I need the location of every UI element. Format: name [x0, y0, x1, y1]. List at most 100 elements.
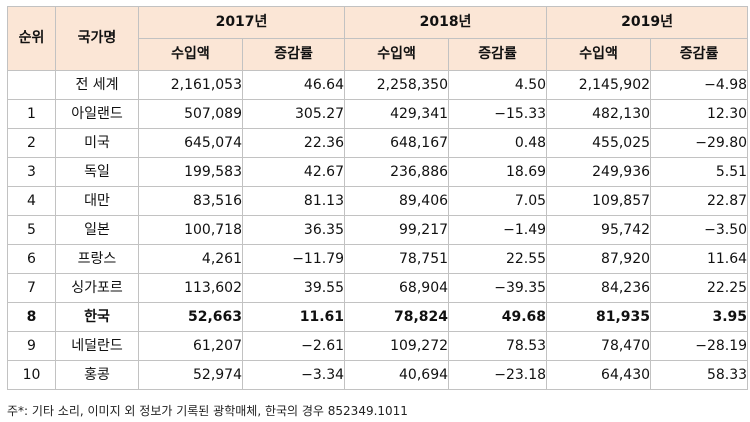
growth-2018-cell: 4.50 — [448, 70, 548, 100]
rank-cell: 5 — [7, 215, 56, 245]
footnote: 주*: 기타 소리, 이미지 외 정보가 기록된 광학매체, 한국의 경우 85… — [7, 404, 408, 418]
amount-2018-cell: 78,824 — [344, 302, 450, 332]
amount-2018-cell: 40,694 — [344, 360, 450, 390]
amount-2017-cell: 645,074 — [138, 128, 243, 158]
amount-2019-cell: 64,430 — [546, 360, 652, 390]
table-row: 1 아일랜드 507,089 305.27 429,341 −15.33 482,130 12… — [7, 99, 749, 129]
rank-cell — [7, 70, 56, 100]
table-row: 4 대만 83,516 81.13 89,406 7.05 109,857 22.87 — [7, 186, 749, 216]
amount-2019-cell: 84,236 — [546, 273, 652, 303]
table-row: 3 독일 199,583 42.67 236,886 18.69 249,936 5.51 — [7, 157, 749, 187]
amount-2017-cell: 52,974 — [138, 360, 243, 390]
amount-2019-cell: 87,920 — [546, 244, 652, 274]
growth-2017-cell: −11.79 — [241, 244, 346, 274]
growth-2018-cell: 18.69 — [448, 157, 548, 187]
table-row: 7 싱가포르 113,602 39.55 68,904 −39.35 84,236 22.25 — [7, 273, 749, 303]
country-cell: 일본 — [55, 215, 139, 245]
country-cell: 한국 — [55, 302, 139, 332]
table-body: 전 세계 2,161,053 46.64 2,258,350 4.50 2,145,902… — [7, 70, 749, 390]
amount-2018-cell: 2,258,350 — [344, 70, 450, 100]
growth-2018-cell: −15.33 — [448, 99, 548, 129]
country-cell: 프랑스 — [55, 244, 139, 274]
amount-2019-cell: 249,936 — [546, 157, 652, 187]
growth-2019-cell: 12.30 — [650, 99, 749, 129]
amount-2018-cell: 236,886 — [344, 157, 450, 187]
header-row-metrics: 수입액 증감률 수입액 증감률 수입액 증감률 — [8, 38, 749, 71]
growth-2019-cell: −29.80 — [650, 128, 749, 158]
country-cell: 전 세계 — [55, 70, 139, 100]
table-row: 9 네덜란드 61,207 −2.61 109,272 78.53 78,470 −28.19 — [7, 331, 749, 361]
year-header-2018: 2018년 — [344, 6, 548, 39]
growth-2017-cell: 22.36 — [241, 128, 346, 158]
table-row: 5 일본 100,718 36.35 99,217 −1.49 95,742 −3.50 — [7, 215, 749, 245]
rank-header: 순위 — [7, 6, 56, 71]
amount-2017-cell: 100,718 — [138, 215, 243, 245]
growth-2017-cell: 11.61 — [241, 302, 346, 332]
amount-2019-cell: 482,130 — [546, 99, 652, 129]
growth-2019-cell: 58.33 — [650, 360, 749, 390]
growth-2017-cell: 39.55 — [241, 273, 346, 303]
amount-2019-cell: 95,742 — [546, 215, 652, 245]
growth-2018-cell: 22.55 — [448, 244, 548, 274]
rank-cell: 8 — [7, 302, 56, 332]
amount-2017-cell: 83,516 — [138, 186, 243, 216]
growth-header-2017: 증감률 — [241, 38, 346, 71]
rank-cell: 3 — [7, 157, 56, 187]
growth-2018-cell: −1.49 — [448, 215, 548, 245]
rank-cell: 9 — [7, 331, 56, 361]
country-header: 국가명 — [55, 6, 139, 71]
growth-2018-cell: 0.48 — [448, 128, 548, 158]
rank-cell: 6 — [7, 244, 56, 274]
amount-2017-cell: 113,602 — [138, 273, 243, 303]
table-row: 10 홍콩 52,974 −3.34 40,694 −23.18 64,430 58.33 — [7, 360, 749, 390]
growth-2019-cell: 22.25 — [650, 273, 749, 303]
country-cell: 네덜란드 — [55, 331, 139, 361]
growth-2017-cell: 36.35 — [241, 215, 346, 245]
table-row: 2 미국 645,074 22.36 648,167 0.48 455,025 −29.80 — [7, 128, 749, 158]
country-cell: 홍콩 — [55, 360, 139, 390]
import-table: 순위 국가명 2017년 2018년 2019년 수입액 증감률 수입액 증감률… — [7, 6, 749, 390]
growth-2019-cell: −28.19 — [650, 331, 749, 361]
growth-2017-cell: −3.34 — [241, 360, 346, 390]
amount-2018-cell: 78,751 — [344, 244, 450, 274]
growth-2019-cell: 5.51 — [650, 157, 749, 187]
table-row: 전 세계 2,161,053 46.64 2,258,350 4.50 2,145,902… — [7, 70, 749, 100]
growth-header-2019: 증감률 — [650, 38, 749, 71]
growth-2017-cell: 46.64 — [241, 70, 346, 100]
amount-2018-cell: 109,272 — [344, 331, 450, 361]
amount-header-2018: 수입액 — [344, 38, 450, 71]
amount-2017-cell: 52,663 — [138, 302, 243, 332]
amount-header-2019: 수입액 — [546, 38, 652, 71]
amount-2017-cell: 4,261 — [138, 244, 243, 274]
country-cell: 아일랜드 — [55, 99, 139, 129]
growth-2019-cell: 11.64 — [650, 244, 749, 274]
rank-cell: 1 — [7, 99, 56, 129]
rank-cell: 4 — [7, 186, 56, 216]
amount-2017-cell: 2,161,053 — [138, 70, 243, 100]
growth-2019-cell: 3.95 — [650, 302, 749, 332]
amount-2018-cell: 648,167 — [344, 128, 450, 158]
growth-2017-cell: 305.27 — [241, 99, 346, 129]
growth-2018-cell: 7.05 — [448, 186, 548, 216]
growth-2018-cell: 49.68 — [448, 302, 548, 332]
growth-2019-cell: 22.87 — [650, 186, 749, 216]
growth-2017-cell: 81.13 — [241, 186, 346, 216]
amount-header-2017: 수입액 — [138, 38, 243, 71]
country-cell: 독일 — [55, 157, 139, 187]
amount-2018-cell: 99,217 — [344, 215, 450, 245]
year-header-2019: 2019년 — [546, 6, 749, 39]
rank-cell: 10 — [7, 360, 56, 390]
amount-2019-cell: 78,470 — [546, 331, 652, 361]
growth-2017-cell: 42.67 — [241, 157, 346, 187]
growth-2019-cell: −3.50 — [650, 215, 749, 245]
amount-2018-cell: 429,341 — [344, 99, 450, 129]
amount-2019-cell: 455,025 — [546, 128, 652, 158]
amount-2019-cell: 2,145,902 — [546, 70, 652, 100]
country-cell: 대만 — [55, 186, 139, 216]
header-row-years: 순위 국가명 2017년 2018년 2019년 — [7, 6, 749, 71]
growth-2018-cell: −39.35 — [448, 273, 548, 303]
growth-2019-cell: −4.98 — [650, 70, 749, 100]
rank-cell: 7 — [7, 273, 56, 303]
table-row: 8 한국 52,663 11.61 78,824 49.68 81,935 3.95 — [7, 302, 749, 332]
amount-2017-cell: 61,207 — [138, 331, 243, 361]
